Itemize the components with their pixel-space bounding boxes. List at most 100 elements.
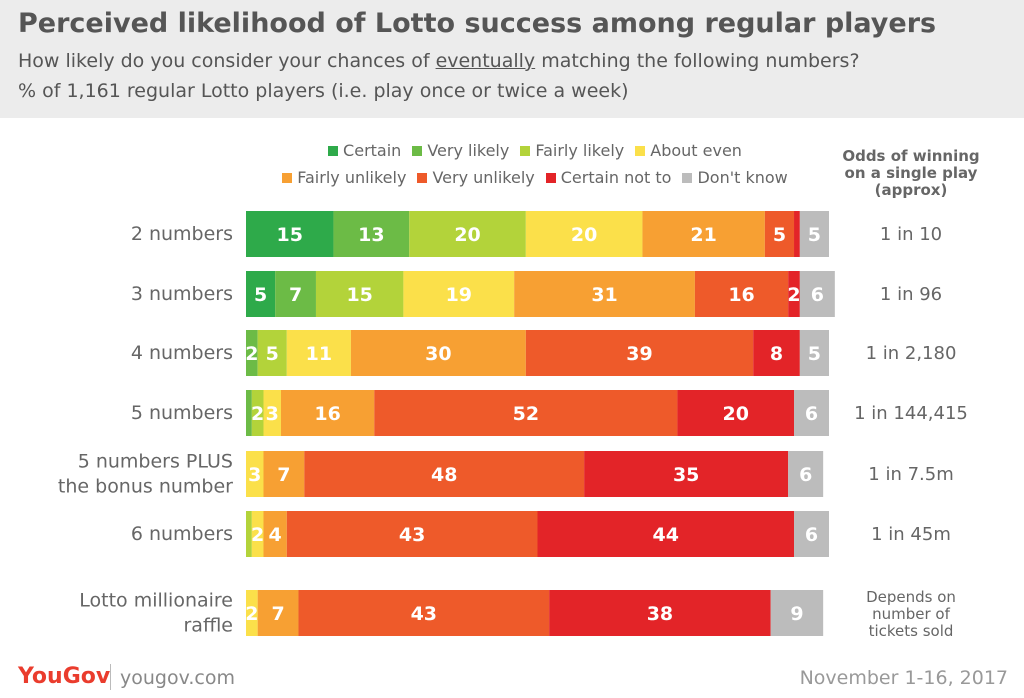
data-label: 5 (773, 224, 786, 246)
legend-item: Certain (328, 141, 401, 160)
bar-segment (286, 511, 538, 557)
bar-segment (263, 451, 305, 497)
bar-segment (246, 590, 258, 636)
legend-swatch (520, 145, 531, 156)
legend-swatch (545, 172, 556, 183)
category-label: 2 numbers (131, 223, 233, 245)
data-label: 6 (811, 284, 824, 306)
data-label: 7 (271, 603, 284, 625)
bar-segment (315, 271, 404, 317)
subtitle-post: matching the following numbers? (535, 50, 860, 72)
data-label: 20 (722, 403, 748, 425)
header-band: Perceived likelihood of Lotto success am… (0, 0, 1024, 118)
legend-label: Fairly unlikely (297, 168, 407, 187)
category-label: raffle (183, 615, 233, 637)
bar-segment (788, 451, 824, 497)
category-label: the bonus number (58, 476, 233, 498)
data-label: 5 (266, 343, 279, 365)
bar-segment (251, 511, 264, 557)
data-label: 2 (251, 524, 264, 546)
odds-header-line: Odds of winning (842, 147, 980, 165)
category-label: 5 numbers (131, 402, 233, 424)
data-label: 44 (653, 524, 679, 546)
legend-label: Certain (343, 141, 402, 160)
bar-segment (770, 590, 824, 636)
odds-label: 1 in 144,415 (854, 403, 968, 424)
subtitle-emphasis: eventually (435, 50, 536, 72)
odds-column-header: Odds of winning on a single play (approx… (826, 148, 996, 199)
bar-segment (794, 390, 829, 436)
bar-segment (246, 330, 258, 376)
odds-label: 1 in 2,180 (866, 343, 957, 364)
data-label: 15 (276, 224, 302, 246)
bar-segment (246, 511, 252, 557)
category-label: 5 numbers PLUS (78, 451, 233, 473)
odds-label: tickets sold (869, 622, 954, 640)
bar-segment (525, 330, 754, 376)
legend-item: Very likely (412, 141, 509, 160)
legend-swatch (417, 172, 428, 183)
bar-segment (799, 271, 835, 317)
legend-item: Very unlikely (417, 168, 535, 187)
bar-segment (246, 451, 264, 497)
data-label: 7 (277, 464, 290, 486)
data-label: 19 (446, 284, 472, 306)
odds-label: Depends on (866, 588, 956, 606)
yougov-logo: YouGov (18, 664, 111, 689)
legend-item: Don't know (682, 168, 788, 187)
data-label: 3 (266, 403, 279, 425)
bar-segment (374, 390, 678, 436)
data-label: 35 (673, 464, 699, 486)
odds-label: 1 in 96 (880, 284, 942, 305)
bar-segment (799, 330, 829, 376)
data-label: 30 (425, 343, 451, 365)
footer-divider (110, 664, 111, 690)
data-label: 20 (571, 224, 597, 246)
data-label: 31 (591, 284, 617, 306)
bar-segment (257, 590, 299, 636)
data-label: 6 (805, 524, 818, 546)
odds-header-line: on a single play (844, 164, 978, 182)
legend-swatch (282, 172, 293, 183)
legend-swatch (412, 145, 423, 156)
category-label: Lotto millionaire (79, 590, 233, 612)
odds-header-line: (approx) (874, 181, 948, 199)
data-label: 7 (289, 284, 302, 306)
data-label: 48 (431, 464, 457, 486)
data-label: 15 (346, 284, 372, 306)
legend-row: Certain Very likely Fairly likely About eve… (250, 137, 820, 164)
bar-segment (794, 511, 829, 557)
data-label: 2 (787, 284, 800, 306)
data-label: 39 (626, 343, 652, 365)
bar-segment (263, 390, 281, 436)
data-label: 43 (411, 603, 437, 625)
legend-label: Very likely (427, 141, 510, 160)
bar-segment (584, 451, 789, 497)
data-label: 5 (808, 343, 821, 365)
bar-segment (280, 390, 375, 436)
data-label: 2 (245, 603, 258, 625)
data-label: 11 (306, 343, 332, 365)
category-label: 6 numbers (131, 523, 233, 545)
bar-segment (350, 330, 526, 376)
legend-swatch (635, 145, 646, 156)
odds-label: number of (872, 605, 950, 623)
bar-segment (403, 271, 515, 317)
legend-label: Very unlikely (432, 168, 535, 187)
data-label: 16 (314, 403, 340, 425)
bar-segment (753, 330, 800, 376)
bar-segment (263, 511, 287, 557)
bar-segment (514, 271, 695, 317)
legend-label: Certain not to (560, 168, 672, 187)
bar-segment (525, 211, 643, 257)
data-label: 9 (790, 603, 803, 625)
data-label: 4 (269, 524, 282, 546)
bar-segment (286, 330, 351, 376)
bar-segment (246, 271, 276, 317)
legend-label: Fairly likely (535, 141, 625, 160)
legend-row: Fairly unlikely Very unlikely Certain not … (250, 164, 820, 191)
legend-swatch (328, 145, 339, 156)
bar-segment (409, 211, 526, 257)
category-label: 3 numbers (131, 283, 233, 305)
